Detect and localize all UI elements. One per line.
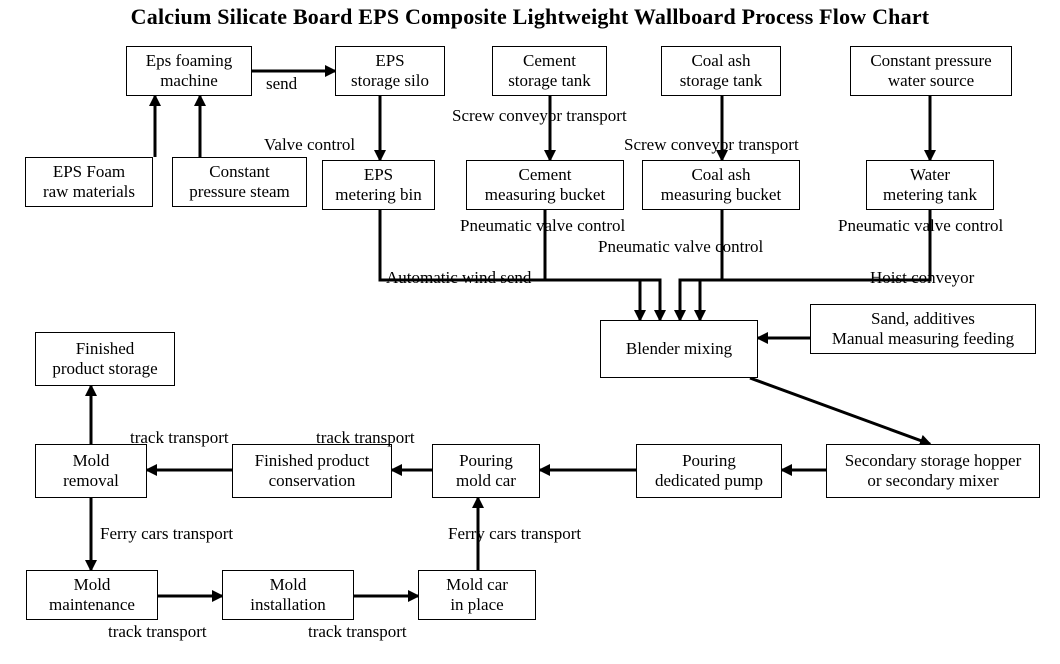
- edge-label-5: Screw conveyor transport: [624, 135, 799, 155]
- node-water-src: Constant pressurewater source: [850, 46, 1012, 96]
- edge-label-7: Pneumatic valve control: [460, 216, 625, 236]
- node-eps-bin: EPSmetering bin: [322, 160, 435, 210]
- node-pour-car: Pouringmold car: [432, 444, 540, 498]
- edge-15: [750, 378, 930, 444]
- edge-label-23: track transport: [308, 622, 407, 642]
- node-mold-install: Moldinstallation: [222, 570, 354, 620]
- edge-label-18: track transport: [316, 428, 415, 448]
- node-pour-pump: Pouringdedicated pump: [636, 444, 782, 498]
- node-cement-bucket: Cementmeasuring bucket: [466, 160, 624, 210]
- edge-label-9: Pneumatic valve control: [838, 216, 1003, 236]
- edge-label-19: track transport: [130, 428, 229, 448]
- edge-label-14: Hoist conveyor: [870, 268, 974, 288]
- edge-label-10: Automatic wind send: [386, 268, 531, 288]
- edge-12: [680, 250, 722, 320]
- node-coal-bucket: Coal ashmeasuring bucket: [642, 160, 800, 210]
- node-fin-cons: Finished productconservation: [232, 444, 392, 498]
- edge-label-22: track transport: [108, 622, 207, 642]
- node-coal-tank: Coal ashstorage tank: [661, 46, 781, 96]
- node-eps-silo: EPSstorage silo: [335, 46, 445, 96]
- node-cement-tank: Cementstorage tank: [492, 46, 607, 96]
- node-secondary: Secondary storage hopperor secondary mix…: [826, 444, 1040, 498]
- edge-label-3: Valve control: [264, 135, 355, 155]
- node-mold-in-place: Mold car in place: [418, 570, 536, 620]
- chart-title: Calcium Silicate Board EPS Composite Lig…: [0, 4, 1060, 30]
- node-fin-storage: Finishedproduct storage: [35, 332, 175, 386]
- node-sand-add: Sand, additivesManual measuring feeding: [810, 304, 1036, 354]
- node-mold-removal: Moldremoval: [35, 444, 147, 498]
- node-mold-maint: Moldmaintenance: [26, 570, 158, 620]
- node-blender: Blender mixing: [600, 320, 758, 378]
- edge-label-8: Pneumatic valve control: [598, 237, 763, 257]
- edge-label-21: Ferry cars transport: [100, 524, 233, 544]
- node-eps-foam-raw: EPS Foamraw materials: [25, 157, 153, 207]
- edge-label-24: Ferry cars transport: [448, 524, 581, 544]
- edge-label-4: Screw conveyor transport: [452, 106, 627, 126]
- node-const-steam: Constantpressure steam: [172, 157, 307, 207]
- node-water-tank: Watermetering tank: [866, 160, 994, 210]
- edge-label-2: send: [266, 74, 297, 94]
- node-eps-foaming: Eps foamingmachine: [126, 46, 252, 96]
